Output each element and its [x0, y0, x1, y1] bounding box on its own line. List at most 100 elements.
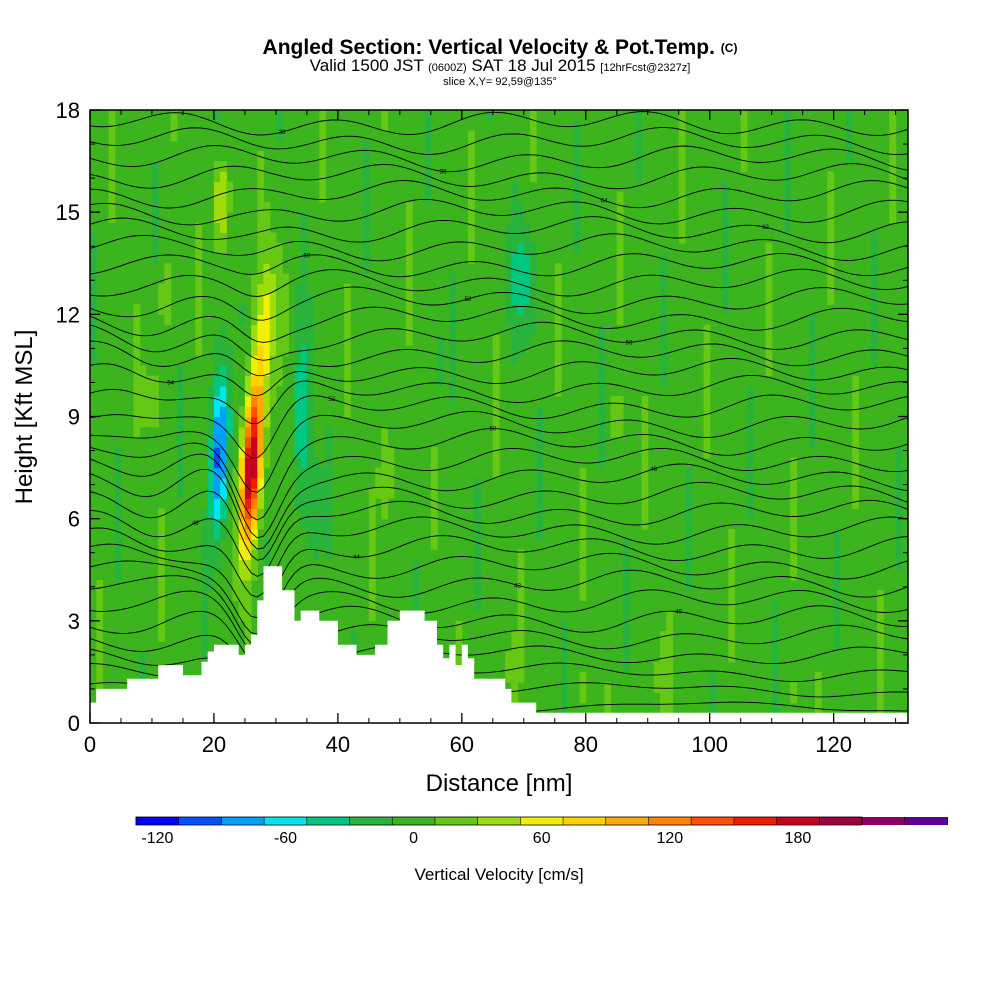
velocity-cell [511, 661, 519, 673]
velocity-cell [598, 406, 605, 418]
velocity-cell [263, 416, 271, 428]
velocity-cell [213, 406, 221, 418]
velocity-cell [492, 385, 500, 397]
velocity-cell [430, 447, 438, 458]
velocity-cell [213, 396, 221, 407]
velocity-cell [381, 488, 389, 499]
velocity-cell [474, 600, 481, 612]
velocity-cell [158, 508, 165, 520]
velocity-cell [523, 242, 531, 254]
velocity-cell [257, 416, 265, 428]
velocity-cell [660, 375, 667, 387]
velocity-cell [294, 477, 302, 489]
velocity-cell [895, 518, 903, 530]
velocity-cell [635, 130, 643, 142]
velocity-cell [244, 457, 252, 469]
velocity-cell [176, 488, 184, 499]
velocity-cell [474, 518, 481, 530]
velocity-cell [703, 416, 711, 428]
velocity-cell [263, 283, 271, 295]
velocity-cell [275, 334, 283, 346]
velocity-cell [220, 345, 227, 356]
velocity-cell [784, 140, 791, 152]
velocity-cell [653, 671, 661, 683]
velocity-cell [269, 283, 277, 295]
velocity-cell [220, 488, 227, 499]
velocity-cell [294, 488, 302, 499]
velocity-cell [306, 396, 314, 407]
velocity-cell [269, 375, 277, 387]
velocity-cell [306, 314, 314, 326]
chart-title-block: Angled Section: Vertical Velocity & Pot.… [0, 36, 1000, 88]
velocity-cell [790, 467, 798, 479]
velocity-cell [257, 253, 265, 264]
velocity-cell [790, 477, 798, 489]
velocity-cell [238, 590, 246, 601]
velocity-cell [306, 406, 314, 418]
velocity-cell [746, 385, 754, 397]
velocity-cell [790, 569, 798, 581]
velocity-cell [790, 539, 798, 550]
velocity-cell [201, 600, 209, 612]
velocity-cell [90, 263, 97, 275]
velocity-cell [616, 304, 624, 315]
velocity-cell [808, 396, 816, 407]
velocity-cell [238, 314, 246, 326]
velocity-cell [846, 150, 853, 162]
velocity-cell [889, 140, 897, 152]
velocity-cell [523, 314, 531, 326]
velocity-cell [703, 396, 711, 407]
velocity-cell [517, 304, 525, 315]
velocity-cell [746, 467, 754, 479]
velocity-cell [474, 528, 481, 540]
velocity-cell [511, 651, 519, 663]
velocity-cell [213, 447, 221, 458]
velocity-cell [660, 334, 667, 346]
velocity-cell [139, 375, 147, 387]
velocity-cell [207, 518, 215, 530]
velocity-cell [220, 396, 227, 407]
velocity-cell [846, 120, 853, 131]
velocity-cell [226, 355, 234, 366]
velocity-cell [678, 181, 686, 193]
velocity-cell [257, 293, 265, 305]
velocity-cell [530, 110, 537, 121]
velocity-cell [523, 253, 531, 264]
velocity-cell [877, 651, 884, 663]
velocity-cell [511, 314, 519, 326]
velocity-cell [257, 283, 265, 295]
theta-contour-line [90, 216, 908, 244]
velocity-cell [257, 222, 265, 234]
velocity-cell [300, 426, 308, 438]
velocity-cell [220, 498, 227, 509]
velocity-cell [139, 365, 147, 377]
y-tick-label: 0 [68, 711, 80, 736]
velocity-cell [90, 355, 97, 366]
velocity-cell [269, 232, 277, 244]
velocity-cell [263, 293, 271, 305]
velocity-cell [709, 702, 717, 714]
terrain-shape [90, 566, 908, 723]
velocity-cell [430, 488, 438, 499]
velocity-cell [238, 549, 246, 561]
velocity-cell [678, 222, 686, 234]
velocity-cell [517, 651, 525, 663]
theta-contour-label: 52 [328, 397, 335, 403]
velocity-cell [827, 191, 835, 203]
velocity-cell [300, 488, 308, 499]
velocity-cell [108, 140, 116, 152]
velocity-cell [152, 171, 159, 183]
velocity-cell [238, 436, 246, 448]
velocity-cell [263, 232, 271, 244]
velocity-cell [251, 426, 258, 438]
velocity-cell [269, 365, 277, 377]
velocity-cell [598, 345, 605, 356]
velocity-cell [257, 345, 265, 356]
velocity-cell [244, 590, 252, 601]
velocity-cell [790, 682, 798, 693]
velocity-cell [213, 181, 221, 193]
colorbar-tick-label: 0 [409, 830, 418, 847]
velocity-cell [238, 467, 246, 479]
velocity-cell [300, 365, 308, 377]
theta-contour-line [90, 268, 908, 297]
